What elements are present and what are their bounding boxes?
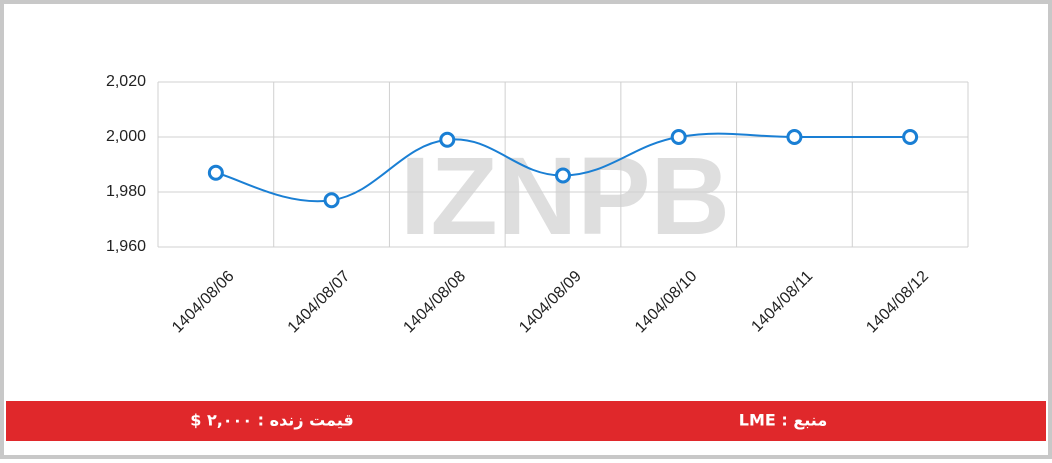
point bbox=[207, 164, 224, 181]
point bbox=[902, 129, 919, 145]
point bbox=[323, 192, 340, 209]
point bbox=[439, 131, 456, 148]
y-tick-label: 2,020 bbox=[106, 73, 146, 90]
y-tick-label: 2,000 bbox=[106, 128, 146, 145]
footer-price: قیمت زنده : ۲,۰۰۰ $ bbox=[190, 411, 354, 430]
watermark: IZNPB bbox=[400, 135, 730, 258]
point bbox=[786, 129, 803, 145]
y-tick-label: 1,960 bbox=[106, 238, 146, 255]
point bbox=[555, 167, 571, 184]
point bbox=[670, 129, 687, 145]
y-tick-label: 1,980 bbox=[106, 183, 146, 200]
footer-source: منبع : LME bbox=[739, 411, 827, 430]
footer-bar bbox=[6, 401, 1046, 441]
